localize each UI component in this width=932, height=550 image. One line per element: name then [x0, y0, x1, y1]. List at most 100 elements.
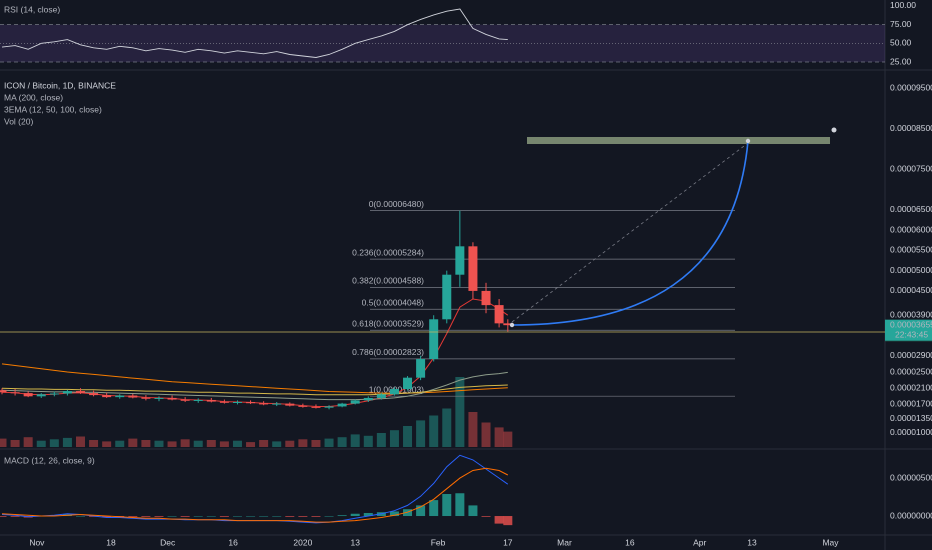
y-tick-label: 75.00	[890, 19, 912, 29]
volume-bar	[298, 439, 308, 447]
candle-body	[337, 403, 347, 407]
candle-body	[23, 393, 33, 397]
volume-bar	[36, 440, 46, 447]
candle-body	[350, 400, 360, 404]
volume-bar	[49, 439, 59, 447]
macd-histogram	[128, 516, 138, 517]
candle-body	[193, 399, 203, 401]
volume-bar	[115, 440, 125, 447]
fib-label: 0(0.00006480)	[369, 199, 424, 209]
x-tick-label: Apr	[693, 537, 706, 547]
macd-histogram	[455, 493, 465, 517]
y-tick-label: 0.00000000	[890, 510, 932, 520]
y-tick-label: 0.00002900	[890, 350, 932, 360]
x-tick-label: Dec	[160, 537, 176, 547]
macd-histogram	[324, 516, 334, 517]
volume-bar	[75, 436, 85, 447]
volume-bar	[337, 437, 347, 447]
macd-histogram	[298, 516, 308, 517]
candle-body	[494, 305, 504, 324]
candle-body	[285, 403, 295, 406]
candle-body	[416, 359, 426, 378]
macd-histogram	[416, 505, 426, 517]
candle-body	[376, 394, 386, 398]
macd-histogram	[102, 516, 112, 518]
y-tick-label: 0.00003900	[890, 309, 932, 319]
candle-body	[154, 397, 164, 399]
candle-body	[442, 274, 452, 320]
candle-body	[259, 403, 269, 405]
x-tick-label: 13	[350, 537, 360, 547]
indicator-legend: 3EMA (12, 50, 100, close)	[4, 104, 102, 114]
volume-bar	[259, 440, 269, 447]
candle-body	[389, 389, 399, 395]
macd-histogram	[311, 516, 321, 517]
candle-body	[324, 406, 334, 408]
macd-histogram	[468, 505, 478, 517]
drawings	[0, 127, 885, 333]
macd-histogram	[285, 516, 295, 517]
candle-body	[62, 391, 72, 394]
target-marker	[831, 127, 837, 133]
last-price-label: 0.00003655	[890, 319, 932, 329]
indicator-legend: MA (200, close)	[4, 92, 63, 102]
x-tick-label: 17	[503, 537, 513, 547]
volume-bar	[481, 422, 491, 447]
x-tick-label: 2020	[293, 537, 312, 547]
volume-bar	[89, 440, 99, 447]
macd-histogram	[141, 516, 151, 517]
y-tick-label: 0.00005000	[890, 265, 932, 275]
y-tick-label: 0.00005500	[890, 245, 932, 255]
volume-bar	[180, 439, 190, 447]
volume-bar	[442, 408, 452, 447]
macd-histogram	[219, 516, 229, 517]
candle-body	[468, 246, 478, 291]
y-tick-label: 0.00002100	[890, 382, 932, 392]
signal-line	[1, 467, 509, 523]
y-tick-label: 0.00001700	[890, 399, 932, 409]
candle-body	[206, 399, 216, 402]
candle-body	[363, 397, 373, 401]
indicator-line	[1, 363, 508, 394]
fib-label: 0.5(0.00004048)	[362, 297, 425, 307]
candle-body	[141, 397, 151, 399]
candle-body	[311, 406, 321, 408]
macd-histogram	[494, 516, 504, 524]
x-tick-label: 18	[106, 537, 116, 547]
y-tick-label: 0.00000500	[890, 472, 932, 482]
volume-bar	[10, 440, 20, 447]
candle-body	[0, 390, 7, 393]
y-tick-label: 0.00007500	[890, 164, 932, 174]
macd-histogram	[10, 516, 20, 517]
x-tick-label: Nov	[29, 537, 45, 547]
volume-bar	[455, 377, 465, 447]
fib-label: 0.618(0.00003529)	[352, 319, 424, 329]
trend-line	[511, 142, 749, 323]
volume-bar	[193, 440, 203, 447]
x-tick-label: Feb	[431, 537, 446, 547]
candle-body	[115, 395, 125, 398]
macd-title: MACD (12, 26, close, 9)	[4, 455, 95, 465]
volume-bar	[128, 438, 138, 447]
candle-body	[246, 402, 256, 404]
volume-bar	[102, 441, 112, 447]
y-tick-label: 100.00	[890, 0, 916, 10]
volume-bar	[416, 420, 426, 447]
volume-bar	[167, 441, 177, 447]
candle-body	[272, 403, 282, 405]
macd-histogram	[350, 513, 360, 517]
x-tick-label: 13	[747, 537, 757, 547]
candle-body	[298, 405, 308, 407]
x-tick-label: 16	[625, 537, 635, 547]
candle-body	[219, 401, 229, 403]
candle-body	[10, 392, 20, 394]
volume-bar	[311, 440, 321, 447]
volume-bar	[429, 415, 439, 447]
candle-body	[429, 319, 439, 360]
volume-bar	[494, 427, 504, 447]
volume-bar	[272, 441, 282, 447]
volume-bar	[503, 431, 513, 447]
volume-bar	[154, 440, 164, 447]
candle-body	[481, 290, 491, 306]
